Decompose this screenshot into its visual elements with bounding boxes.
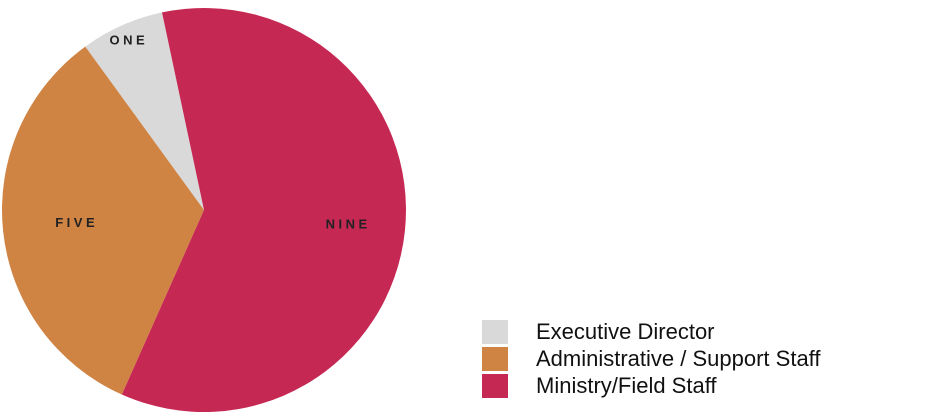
pie-slice-executive-director [85,12,204,210]
legend-item-administrative-support-staff: Administrative / Support Staff [482,345,821,372]
slice-label-administrative-support-staff: FIVE [55,215,98,230]
legend-label: Ministry/Field Staff [536,372,717,398]
legend-label: Executive Director [536,318,715,344]
legend-item-ministry-field-staff: Ministry/Field Staff [482,372,821,399]
legend-item-executive-director: Executive Director [482,318,821,345]
chart-legend: Executive Director Administrative / Suppo… [482,318,821,399]
legend-swatch [482,319,508,344]
pie-slice-administrative-support-staff [1,46,205,395]
slice-label-executive-director: ONE [109,32,148,47]
legend-swatch [482,373,508,398]
legend-swatch [482,346,508,371]
slice-label-ministry-field-staff: NINE [326,217,371,232]
pie-slice-ministry-field-staff [121,7,406,412]
legend-label: Administrative / Support Staff [536,345,821,371]
